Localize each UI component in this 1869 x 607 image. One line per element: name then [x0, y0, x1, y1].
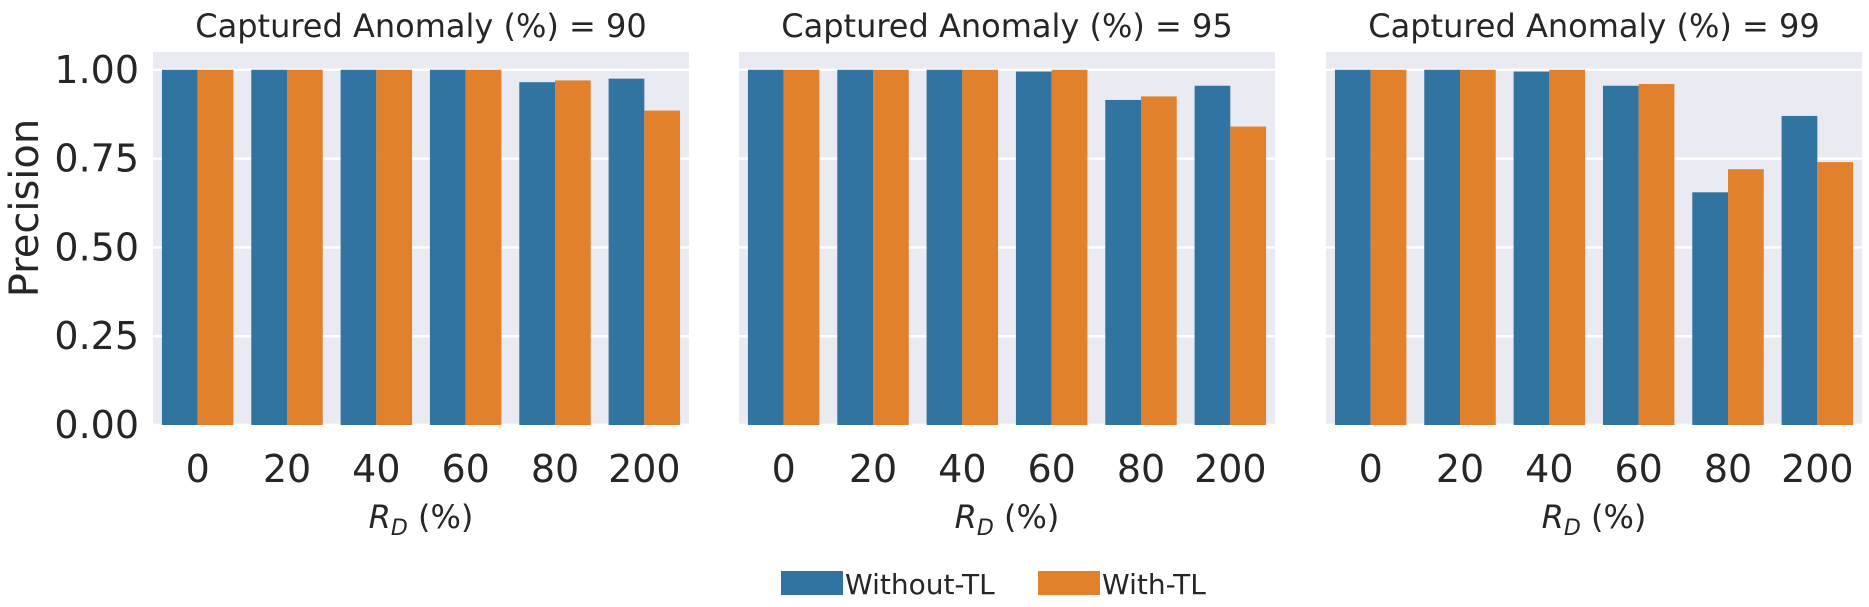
panel-title: Captured Anomaly (%) = 90	[195, 7, 647, 45]
plot-area	[153, 52, 689, 425]
legend-label-without-tl: Without-TL	[845, 568, 995, 601]
bar-with-tl	[1817, 162, 1854, 425]
bar-with-tl	[197, 69, 234, 425]
y-tick-label: 0.25	[54, 314, 139, 358]
x-tick-label: 80	[531, 447, 579, 491]
y-tick-label: 0.50	[54, 225, 139, 269]
x-tick-label: 200	[1781, 447, 1854, 491]
bar-without-tl	[1015, 71, 1052, 426]
bar-with-tl	[1370, 69, 1407, 425]
legend-swatch-with-tl	[1038, 571, 1100, 595]
bar-without-tl	[161, 69, 198, 425]
bar-with-tl	[1460, 69, 1496, 425]
panel-2: 0 20 40 60 80 200 Captured Anomaly (%) = 95 RD …	[739, 7, 1275, 541]
y-tick-label: 1.00	[54, 48, 139, 92]
bar-with-tl	[644, 110, 681, 425]
x-tick-label: 0	[186, 447, 210, 491]
x-axis-label: RD (%)	[369, 498, 474, 541]
bar-without-tl	[608, 78, 645, 426]
bar-without-tl	[1194, 85, 1231, 425]
panel-1: 0.00 0.25 0.50 0.75 1.00 0 20 40 60 80 200 Captured…	[54, 7, 689, 541]
y-tick-label: 0.00	[54, 403, 139, 447]
panels: 0.000.250.500.751.000 20 40 60 80 200Captured…	[54, 7, 1862, 541]
panel-title: Captured Anomaly (%) = 95	[781, 7, 1233, 45]
bar-without-tl	[340, 69, 377, 425]
bar-with-tl	[1549, 69, 1586, 425]
x-tick-label: 60	[1614, 447, 1662, 491]
bar-without-tl	[1692, 192, 1728, 425]
bar-without-tl	[1781, 115, 1818, 425]
panel-3: 0 20 40 60 80 200 Captured Anomaly (%) = 99 RD …	[1326, 7, 1862, 541]
x-axis-label: RD (%)	[955, 498, 1060, 541]
bar-with-tl	[1638, 83, 1675, 425]
x-tick-label: 40	[1525, 447, 1573, 491]
bar-with-tl	[465, 69, 502, 425]
x-tick-label: 0	[1359, 447, 1383, 491]
bar-with-tl	[555, 80, 591, 426]
bar-without-tl	[1334, 69, 1371, 425]
y-tick-label: 0.75	[54, 137, 139, 181]
bar-without-tl	[429, 69, 466, 425]
bar-without-tl	[1105, 99, 1141, 425]
legend: Without-TL With-TL	[781, 568, 1206, 601]
bar-without-tl	[1424, 69, 1460, 425]
bar-with-tl	[287, 69, 323, 425]
x-tick-label: 200	[608, 447, 681, 491]
x-tick-label: 40	[352, 447, 400, 491]
x-tick-label: 40	[938, 447, 986, 491]
bar-with-tl	[1728, 169, 1764, 425]
plot-area	[739, 52, 1275, 425]
x-tick-label: 20	[263, 447, 311, 491]
bar-without-tl	[251, 69, 287, 425]
y-axis-label: Precision	[2, 119, 48, 297]
bar-without-tl	[1513, 71, 1550, 426]
bar-with-tl	[1051, 69, 1088, 425]
bar-without-tl	[926, 69, 963, 425]
bar-with-tl	[376, 69, 413, 425]
legend-swatch-without-tl	[781, 571, 843, 595]
bar-without-tl	[747, 69, 784, 425]
x-tick-label: 200	[1194, 447, 1267, 491]
bar-with-tl	[783, 69, 820, 425]
legend-label-with-tl: With-TL	[1102, 568, 1206, 601]
bar-without-tl	[837, 69, 873, 425]
x-axis-label: RD (%)	[1542, 498, 1647, 541]
plot-area	[1326, 52, 1862, 425]
bar-with-tl	[962, 69, 999, 425]
bar-without-tl	[1602, 85, 1639, 425]
bar-without-tl	[519, 82, 555, 425]
x-tick-label: 20	[1436, 447, 1484, 491]
bar-with-tl	[1141, 96, 1177, 426]
bar-with-tl	[1230, 126, 1267, 425]
panel-title: Captured Anomaly (%) = 99	[1368, 7, 1820, 45]
x-tick-label: 80	[1704, 447, 1752, 491]
x-tick-label: 80	[1117, 447, 1165, 491]
x-tick-label: 20	[849, 447, 897, 491]
x-tick-label: 0	[772, 447, 796, 491]
bar-with-tl	[873, 69, 909, 425]
x-tick-label: 60	[1027, 447, 1075, 491]
x-tick-label: 60	[441, 447, 489, 491]
